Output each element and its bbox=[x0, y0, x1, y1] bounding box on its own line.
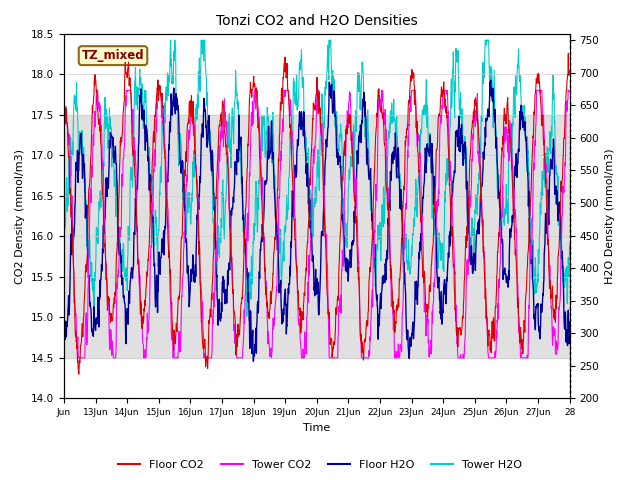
Line: Floor CO2: Floor CO2 bbox=[64, 54, 570, 374]
Tower H2O bbox=[140, 125, 147, 131]
Tower CO2 bbox=[74, 355, 82, 361]
Tower CO2 bbox=[140, 355, 148, 361]
Tower H2O bbox=[60, 236, 68, 242]
X-axis label: Time: Time bbox=[303, 423, 330, 432]
Floor CO2 bbox=[294, 291, 301, 297]
Floor CO2 bbox=[303, 239, 311, 245]
Floor H2O bbox=[294, 143, 301, 149]
Floor H2O bbox=[303, 160, 311, 166]
Tower H2O bbox=[304, 151, 312, 156]
Floor CO2 bbox=[559, 152, 567, 157]
Tower CO2 bbox=[511, 213, 518, 219]
Tower CO2 bbox=[566, 88, 573, 94]
Tower H2O bbox=[90, 316, 98, 322]
Floor CO2 bbox=[566, 68, 573, 74]
Floor H2O bbox=[140, 111, 147, 117]
Tower CO2 bbox=[304, 280, 312, 286]
Floor CO2 bbox=[60, 112, 68, 118]
Tower H2O bbox=[566, 241, 573, 247]
Text: TZ_mixed: TZ_mixed bbox=[82, 49, 145, 62]
Floor CO2 bbox=[436, 112, 444, 118]
Tower H2O bbox=[511, 88, 518, 94]
Floor H2O bbox=[60, 316, 68, 322]
Floor CO2 bbox=[75, 371, 83, 377]
Bar bbox=[64, 115, 570, 358]
Floor H2O bbox=[436, 296, 444, 302]
Tower H2O bbox=[560, 267, 568, 273]
Floor H2O bbox=[511, 175, 518, 180]
Tower H2O bbox=[294, 97, 302, 103]
Tower CO2 bbox=[294, 316, 302, 322]
Line: Floor H2O: Floor H2O bbox=[64, 80, 570, 361]
Y-axis label: CO2 Density (mmol/m3): CO2 Density (mmol/m3) bbox=[15, 148, 26, 284]
Tower CO2 bbox=[560, 187, 568, 193]
Floor H2O bbox=[250, 359, 257, 364]
Title: Tonzi CO2 and H2O Densities: Tonzi CO2 and H2O Densities bbox=[216, 14, 418, 28]
Tower CO2 bbox=[93, 87, 100, 93]
Floor H2O bbox=[560, 293, 568, 299]
Line: Tower CO2: Tower CO2 bbox=[64, 90, 570, 358]
Tower H2O bbox=[436, 240, 444, 246]
Floor CO2 bbox=[140, 320, 147, 326]
Tower CO2 bbox=[436, 122, 444, 128]
Floor H2O bbox=[487, 77, 495, 83]
Legend: Floor CO2, Tower CO2, Floor H2O, Tower H2O: Floor CO2, Tower CO2, Floor H2O, Tower H… bbox=[113, 456, 527, 474]
Floor H2O bbox=[566, 319, 573, 325]
Tower H2O bbox=[167, 37, 175, 43]
Floor CO2 bbox=[510, 207, 518, 213]
Y-axis label: H2O Density (mmol/m3): H2O Density (mmol/m3) bbox=[605, 148, 614, 284]
Tower CO2 bbox=[60, 127, 68, 132]
Line: Tower H2O: Tower H2O bbox=[64, 40, 570, 319]
Floor CO2 bbox=[564, 51, 572, 57]
